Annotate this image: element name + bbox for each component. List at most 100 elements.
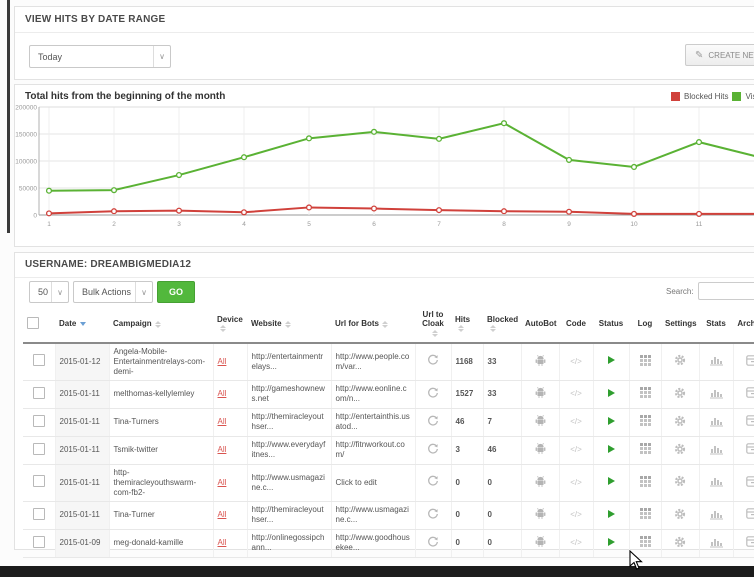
table-row: 2015-01-11 melthomas-kellylemley All http:/…: [23, 380, 754, 409]
log-icon[interactable]: [628, 529, 661, 558]
username-heading: USERNAME: DREAMBIGMEDIA12: [15, 253, 754, 278]
archive-icon[interactable]: [732, 464, 754, 502]
col-device[interactable]: Device: [213, 306, 247, 344]
archive-icon[interactable]: [732, 529, 754, 558]
autobot-icon[interactable]: [520, 436, 559, 465]
status-play-icon[interactable]: [592, 408, 629, 437]
col-date[interactable]: Date: [55, 306, 109, 344]
col-url-to-cloak[interactable]: Url to Cloak: [415, 306, 451, 344]
code-icon[interactable]: </>: [558, 342, 593, 381]
stats-chart-icon[interactable]: [698, 464, 733, 502]
device-all-link[interactable]: All: [217, 477, 227, 487]
archive-icon[interactable]: [732, 342, 754, 381]
row-checkbox[interactable]: [32, 442, 45, 455]
settings-gear-icon[interactable]: [660, 380, 699, 409]
row-checkbox[interactable]: [32, 354, 45, 367]
stats-chart-icon[interactable]: [698, 408, 733, 437]
cell-url-for-bots: http://fitnworkout.com/: [330, 436, 415, 465]
status-play-icon[interactable]: [592, 436, 629, 465]
code-icon[interactable]: </>: [558, 436, 593, 465]
row-checkbox[interactable]: [32, 475, 45, 488]
status-play-icon[interactable]: [592, 342, 629, 381]
code-icon[interactable]: </>: [558, 380, 593, 409]
autobot-icon[interactable]: [520, 529, 559, 558]
cell-blocked: 46: [482, 436, 521, 465]
settings-gear-icon[interactable]: [660, 529, 699, 558]
create-new-campaign-label: CREATE NEW CAMPAIGN: [708, 50, 754, 60]
stats-chart-icon[interactable]: [698, 380, 733, 409]
svg-text:150000: 150000: [15, 132, 37, 139]
svg-text:3: 3: [177, 221, 181, 228]
url-to-cloak-icon[interactable]: [414, 436, 451, 465]
row-checkbox[interactable]: [32, 507, 45, 520]
code-icon[interactable]: </>: [558, 501, 593, 530]
device-all-link[interactable]: All: [217, 389, 227, 399]
settings-gear-icon[interactable]: [660, 342, 699, 381]
log-icon[interactable]: [628, 408, 661, 437]
stats-chart-icon[interactable]: [698, 529, 733, 558]
row-checkbox[interactable]: [32, 414, 45, 427]
page-size-select[interactable]: 50 ∨: [29, 281, 69, 303]
col-stats: Stats: [699, 306, 733, 344]
autobot-icon[interactable]: [520, 408, 559, 437]
archive-icon[interactable]: [732, 408, 754, 437]
settings-gear-icon[interactable]: [660, 408, 699, 437]
go-button[interactable]: GO: [157, 281, 196, 303]
code-icon[interactable]: </>: [558, 408, 593, 437]
log-icon[interactable]: [628, 342, 661, 381]
col-website[interactable]: Website: [247, 306, 331, 344]
settings-gear-icon[interactable]: [660, 464, 699, 502]
device-all-link[interactable]: All: [217, 356, 227, 366]
cell-blocked: 0: [482, 501, 521, 530]
log-icon[interactable]: [628, 380, 661, 409]
log-icon[interactable]: [628, 464, 661, 502]
status-play-icon[interactable]: [592, 464, 629, 502]
url-to-cloak-icon[interactable]: [414, 380, 451, 409]
col-hits[interactable]: Hits: [451, 306, 483, 344]
log-icon[interactable]: [628, 436, 661, 465]
archive-icon[interactable]: [732, 436, 754, 465]
status-play-icon[interactable]: [592, 529, 629, 558]
col-blocked[interactable]: Blocked: [483, 306, 521, 344]
url-to-cloak-icon[interactable]: [414, 408, 451, 437]
date-range-select[interactable]: Today ∨: [29, 45, 171, 68]
code-icon[interactable]: </>: [558, 529, 593, 558]
row-checkbox[interactable]: [32, 386, 45, 399]
archive-icon[interactable]: [732, 501, 754, 530]
device-all-link[interactable]: All: [217, 538, 227, 548]
settings-gear-icon[interactable]: [660, 501, 699, 530]
archive-icon[interactable]: [732, 380, 754, 409]
device-all-link[interactable]: All: [217, 510, 227, 520]
status-play-icon[interactable]: [592, 380, 629, 409]
autobot-icon[interactable]: [520, 342, 559, 381]
autobot-icon[interactable]: [520, 501, 559, 530]
sort-icon: [154, 320, 161, 328]
stats-chart-icon[interactable]: [698, 436, 733, 465]
log-icon[interactable]: [628, 501, 661, 530]
code-icon[interactable]: </>: [558, 464, 593, 502]
device-all-link[interactable]: All: [217, 417, 227, 427]
col-select-all[interactable]: [23, 306, 55, 344]
url-to-cloak-icon[interactable]: [414, 529, 451, 558]
stats-chart-icon[interactable]: [698, 501, 733, 530]
device-all-link[interactable]: All: [217, 445, 227, 455]
svg-text:5: 5: [307, 221, 311, 228]
settings-gear-icon[interactable]: [660, 436, 699, 465]
col-url-for-bots[interactable]: Url for Bots: [331, 306, 415, 344]
svg-text:0: 0: [33, 213, 37, 220]
autobot-icon[interactable]: [520, 380, 559, 409]
mouse-cursor: [629, 550, 643, 570]
stats-chart-icon[interactable]: [698, 342, 733, 381]
col-campaign[interactable]: Campaign: [109, 306, 213, 344]
url-to-cloak-icon[interactable]: [414, 464, 451, 502]
create-new-campaign-button[interactable]: ✎ CREATE NEW CAMPAIGN: [685, 44, 754, 66]
row-checkbox[interactable]: [32, 535, 45, 548]
autobot-icon[interactable]: [520, 464, 559, 502]
url-to-cloak-icon[interactable]: [414, 342, 451, 381]
status-play-icon[interactable]: [592, 501, 629, 530]
search-input[interactable]: [698, 282, 754, 300]
url-to-cloak-icon[interactable]: [414, 501, 451, 530]
cell-device: All: [212, 342, 247, 381]
bulk-actions-select[interactable]: Bulk Actions ∨: [73, 281, 153, 303]
cell-campaign: http-themiracleyouthswarm-com-fb2-: [108, 464, 213, 502]
